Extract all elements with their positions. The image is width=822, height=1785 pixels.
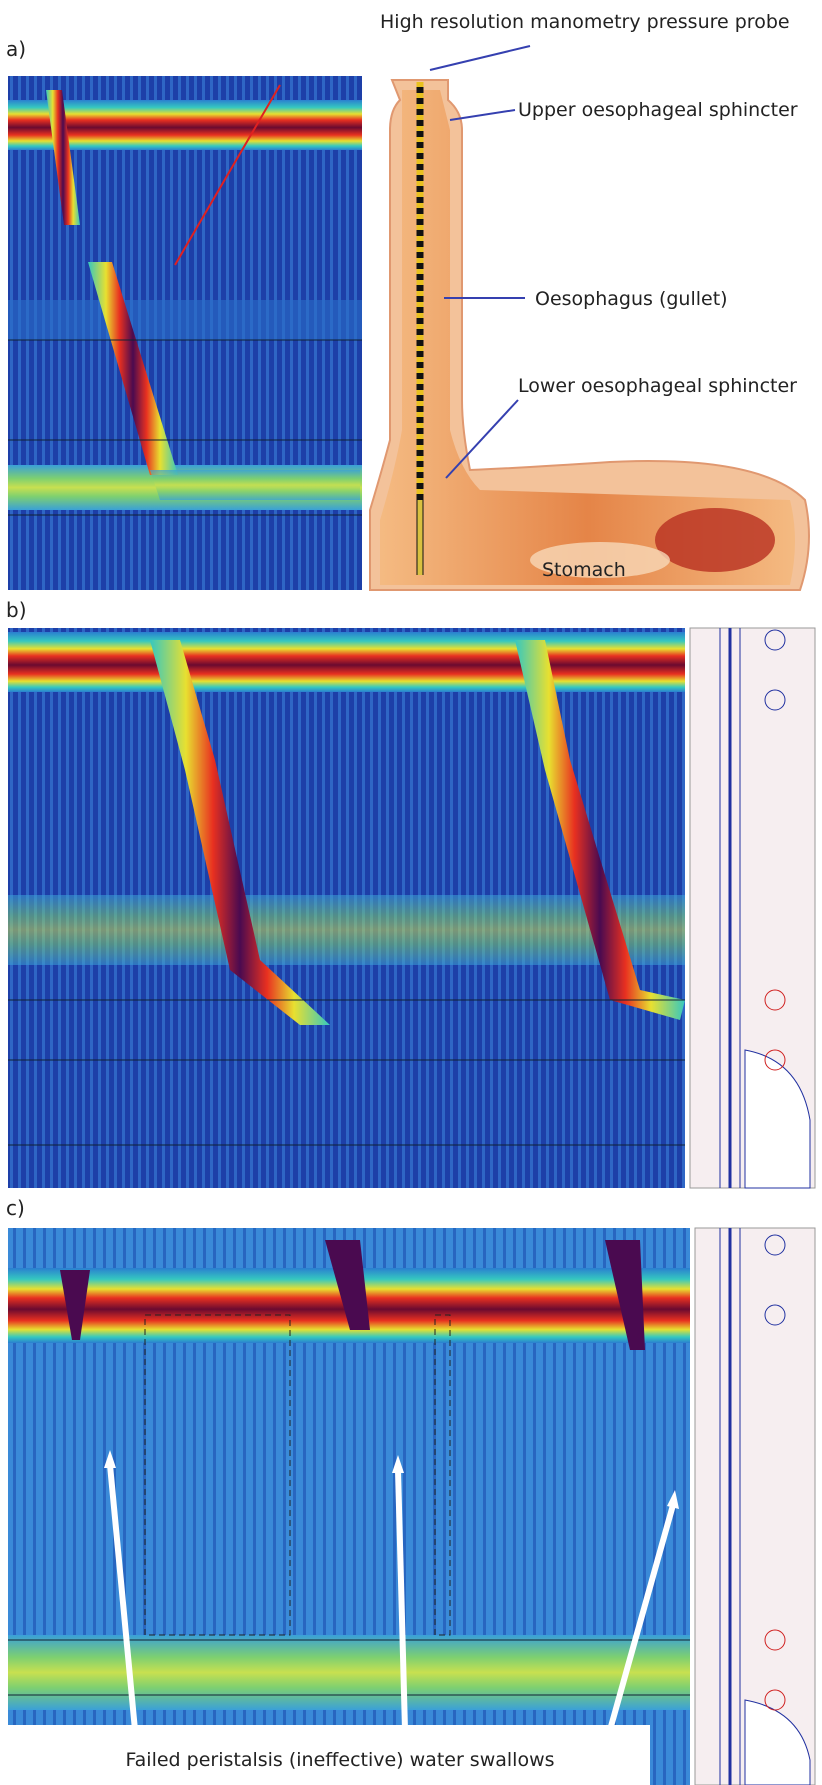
manometry-plot xyxy=(8,1227,816,1785)
manometry-plot xyxy=(8,627,816,1189)
panel-label: a) xyxy=(6,37,26,61)
les-label: Lower oesophageal sphincter xyxy=(518,375,797,397)
probe-label: High resolution manometry pressure probe xyxy=(380,11,790,33)
oesophagus-label: Oesophagus (gullet) xyxy=(535,288,728,310)
caption: Failed peristalsis (ineffective) water s… xyxy=(125,1749,554,1771)
stomach-label: Stomach xyxy=(542,559,626,581)
manometry-plot xyxy=(8,76,362,590)
oesophagus-diagram xyxy=(369,45,810,591)
panel-label: c) xyxy=(6,1196,25,1220)
panel-label: b) xyxy=(6,598,27,622)
ues-label: Upper oesophageal sphincter xyxy=(518,99,798,121)
